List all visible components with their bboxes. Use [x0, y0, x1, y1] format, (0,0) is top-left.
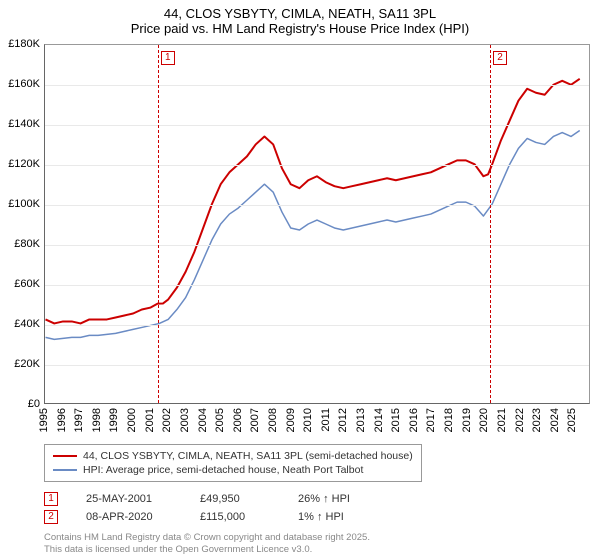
gridline-h [45, 325, 589, 326]
series-line-hpi [46, 131, 580, 340]
legend-box: 44, CLOS YSBYTY, CIMLA, NEATH, SA11 3PL … [44, 444, 422, 482]
y-tick-label: £0 [0, 398, 40, 410]
sale-marker-box: 2 [493, 51, 507, 65]
x-tick-label: 2016 [408, 408, 420, 432]
chart-svg [45, 45, 589, 403]
y-tick-label: £20K [0, 358, 40, 370]
title-address: 44, CLOS YSBYTY, CIMLA, NEATH, SA11 3PL [0, 6, 600, 21]
footer-note: Contains HM Land Registry data © Crown c… [44, 532, 370, 556]
y-tick-label: £160K [0, 78, 40, 90]
y-tick-label: £180K [0, 38, 40, 50]
x-tick-label: 2022 [514, 408, 526, 432]
x-tick-label: 1999 [108, 408, 120, 432]
x-tick-label: 2024 [549, 408, 561, 432]
x-tick-label: 2012 [337, 408, 349, 432]
title-block: 44, CLOS YSBYTY, CIMLA, NEATH, SA11 3PL … [0, 0, 600, 40]
x-tick-label: 1998 [91, 408, 103, 432]
x-tick-label: 2017 [425, 408, 437, 432]
x-tick-label: 2015 [390, 408, 402, 432]
y-tick-label: £140K [0, 118, 40, 130]
x-tick-label: 2008 [267, 408, 279, 432]
chart-container: 44, CLOS YSBYTY, CIMLA, NEATH, SA11 3PL … [0, 0, 600, 560]
gridline-h [45, 205, 589, 206]
x-tick-label: 2009 [285, 408, 297, 432]
gridline-h [45, 245, 589, 246]
x-tick-label: 2001 [144, 408, 156, 432]
gridline-h [45, 285, 589, 286]
x-tick-label: 2013 [355, 408, 367, 432]
plot-area: 12 [44, 44, 590, 404]
x-tick-label: 2002 [161, 408, 173, 432]
gridline-h [45, 365, 589, 366]
x-tick-label: 2003 [179, 408, 191, 432]
x-tick-label: 2000 [126, 408, 138, 432]
x-tick-label: 1997 [73, 408, 85, 432]
y-tick-label: £40K [0, 318, 40, 330]
x-tick-label: 2014 [373, 408, 385, 432]
footer-line2: This data is licensed under the Open Gov… [44, 544, 370, 556]
legend-row: 44, CLOS YSBYTY, CIMLA, NEATH, SA11 3PL … [53, 449, 413, 463]
x-tick-label: 2018 [443, 408, 455, 432]
x-tick-label: 2023 [531, 408, 543, 432]
legend-label: 44, CLOS YSBYTY, CIMLA, NEATH, SA11 3PL … [83, 450, 413, 462]
gridline-h [45, 125, 589, 126]
legend-row: HPI: Average price, semi-detached house,… [53, 463, 413, 477]
sale-marker-line [490, 45, 491, 403]
sale-marker-line [158, 45, 159, 403]
y-tick-label: £120K [0, 158, 40, 170]
x-tick-label: 2004 [197, 408, 209, 432]
legend-label: HPI: Average price, semi-detached house,… [83, 464, 363, 476]
sale-date: 25-MAY-2001 [86, 493, 172, 505]
x-tick-label: 2010 [302, 408, 314, 432]
sale-pct: 1% ↑ HPI [298, 511, 378, 523]
x-tick-label: 1995 [38, 408, 50, 432]
sale-row-marker: 2 [44, 510, 58, 524]
sale-pct: 26% ↑ HPI [298, 493, 378, 505]
y-tick-label: £60K [0, 278, 40, 290]
gridline-h [45, 85, 589, 86]
sale-date: 08-APR-2020 [86, 511, 172, 523]
sale-price: £49,950 [200, 493, 270, 505]
sale-price: £115,000 [200, 511, 270, 523]
x-tick-label: 1996 [56, 408, 68, 432]
title-subtitle: Price paid vs. HM Land Registry's House … [0, 21, 600, 36]
sales-table: 1 25-MAY-2001 £49,950 26% ↑ HPI 2 08-APR-2020… [44, 490, 378, 526]
series-line-price_paid [46, 79, 580, 324]
footer-line1: Contains HM Land Registry data © Crown c… [44, 532, 370, 544]
sale-row: 1 25-MAY-2001 £49,950 26% ↑ HPI [44, 490, 378, 508]
x-tick-label: 2025 [566, 408, 578, 432]
sale-marker-box: 1 [161, 51, 175, 65]
y-tick-label: £80K [0, 238, 40, 250]
sale-row: 2 08-APR-2020 £115,000 1% ↑ HPI [44, 508, 378, 526]
x-tick-label: 2011 [320, 408, 332, 432]
gridline-h [45, 165, 589, 166]
legend-swatch [53, 469, 77, 471]
legend-swatch [53, 455, 77, 457]
x-tick-label: 2019 [461, 408, 473, 432]
x-tick-label: 2021 [496, 408, 508, 432]
y-tick-label: £100K [0, 198, 40, 210]
sale-row-marker: 1 [44, 492, 58, 506]
x-tick-label: 2006 [232, 408, 244, 432]
x-tick-label: 2020 [478, 408, 490, 432]
x-tick-label: 2007 [249, 408, 261, 432]
x-tick-label: 2005 [214, 408, 226, 432]
